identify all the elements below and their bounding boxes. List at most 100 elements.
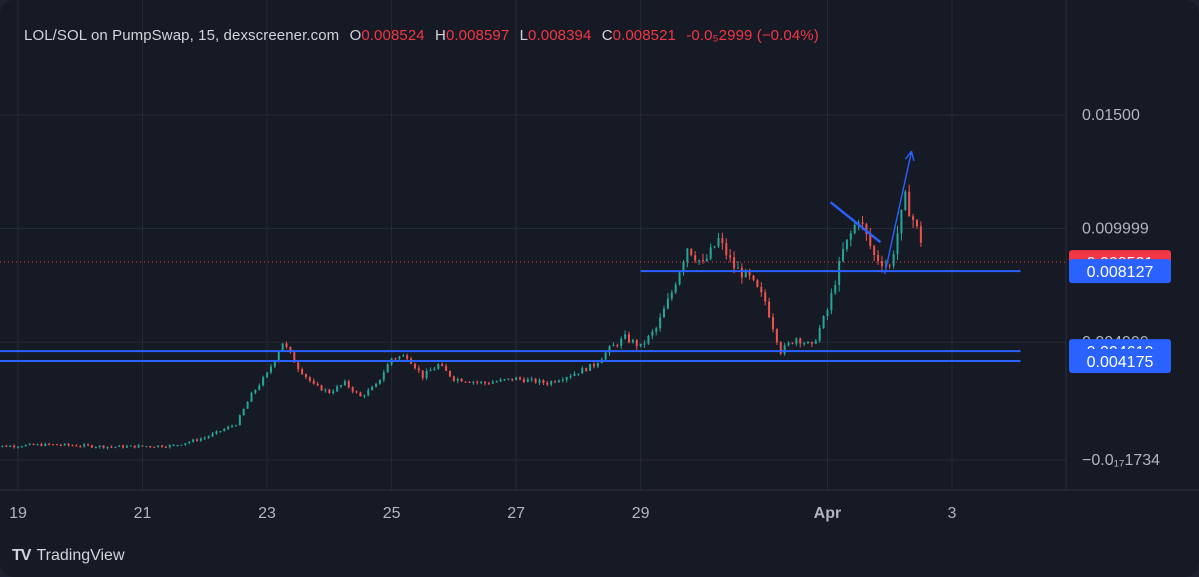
candle-body [44,443,47,446]
candle-body [616,345,619,347]
candle-body [484,381,486,384]
candle-body [495,381,498,383]
candle-body [343,381,346,386]
candle-body [585,368,588,371]
candle-body [180,444,183,446]
candle-body [52,444,55,446]
candle-body [904,191,907,210]
candle-body [472,381,475,383]
candle-body [480,381,483,383]
candle-body [246,401,249,409]
candle-body [573,373,576,376]
candle-body [269,366,272,373]
candle-body [223,429,226,432]
candle-body [448,370,451,377]
open-value: 0.008524 [361,27,425,44]
candle-body [371,386,374,391]
candle-body [5,445,8,447]
candle-body [491,382,494,384]
price-tick-label: 0.01500 [1082,107,1140,124]
candle-body [627,334,630,343]
candle-body [332,391,335,394]
candle-body [888,265,891,267]
candle-body [55,444,58,446]
candle-body [122,445,125,448]
candle-body [59,444,62,446]
candle-body [378,379,381,384]
candle-body [764,292,767,302]
candle-body [168,445,171,448]
candle-body [160,445,163,447]
candle-body [838,261,841,286]
candle-body [659,317,662,329]
candle-body [515,377,518,381]
level-tag-2-bg [1069,348,1171,373]
candle-body [456,379,459,381]
candle-body [293,352,296,363]
candle-body [153,446,156,448]
candle-body [254,389,257,393]
symbol-title: LOL/SOL on PumpSwap, 15, dexscreener.com [24,27,340,44]
candle-body [429,370,432,372]
candle-body [550,381,553,385]
candle-body [682,262,685,273]
candle-body [106,446,109,448]
candle-body [546,382,549,385]
candle-body [28,443,31,445]
candle-body [304,374,307,378]
candle-body [476,381,479,383]
candle-body [526,379,529,382]
candle-body [441,364,444,367]
candle-body [9,445,12,447]
candle-body [79,446,82,448]
candle-body [355,391,358,393]
candle-body [417,368,420,371]
candle-body [771,317,774,330]
candle-body [725,243,728,256]
candle-body [554,381,557,383]
candle-body [799,338,802,344]
candle-body [783,345,786,354]
candle-body [729,255,732,258]
candle-body [13,445,16,448]
candle-body [24,444,27,447]
candle-body [460,379,463,382]
high-value: 0.008597 [445,27,510,44]
candle-body [375,383,378,387]
candle-body [834,285,837,294]
candle-body [507,378,510,380]
candle-body [219,431,222,433]
time-tick-label: Apr [814,505,842,522]
time-tick-label: 29 [632,505,650,522]
tradingview-brand[interactable]: TV TradingView [12,547,125,565]
time-tick-label: 3 [948,505,957,522]
candle-body [744,270,747,278]
candle-body [880,261,883,267]
candle-body [678,272,681,285]
candle-body [631,340,634,343]
candle-body [853,224,856,234]
candle-body [655,328,658,332]
candle-body [145,446,148,448]
candle-body [915,219,918,227]
candle-body [351,387,354,392]
candle-body [20,446,23,448]
candle-body [297,362,300,370]
candle-body [262,377,265,386]
candle-body [651,331,654,336]
candle-body [487,383,490,385]
arrow-head [904,150,913,160]
candle-body [176,445,179,447]
candle-body [188,441,191,444]
candle-body [534,378,537,383]
candle-body [17,446,19,448]
time-axis: 19 21 23 25 27 29 Apr 3 [9,505,956,522]
candle-body [577,373,580,375]
candle-body [608,346,611,353]
candle-body [768,301,771,318]
candle-body [760,286,763,293]
candle-body [690,248,693,256]
candle-body [157,445,160,448]
